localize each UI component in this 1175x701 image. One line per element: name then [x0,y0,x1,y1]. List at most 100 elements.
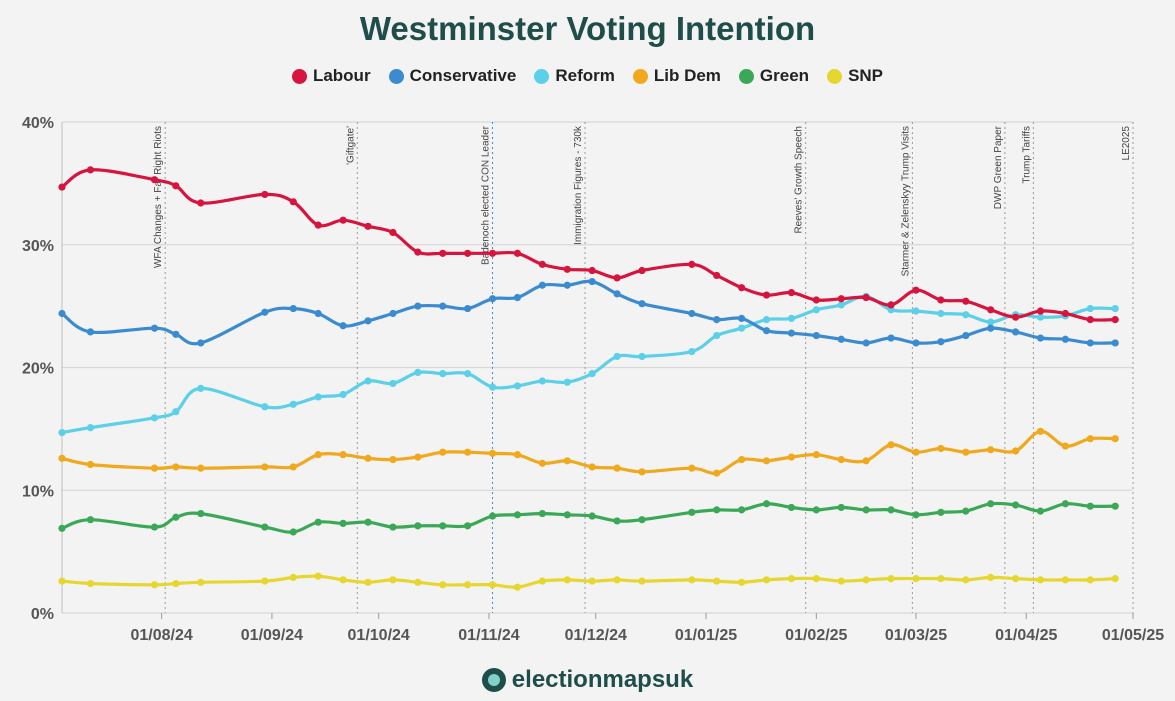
data-point-snp [1011,575,1020,583]
data-point-lib-dem [339,451,347,459]
legend-swatch-lib-dem [632,68,648,84]
y-tick-label: 20% [22,361,54,378]
data-point-snp [197,578,205,586]
data-point-reform [962,311,970,319]
data-point-green [987,500,995,508]
data-point-conservative [613,290,621,298]
data-point-snp [58,577,66,585]
data-point-reform [464,370,472,378]
data-point-green [289,528,297,536]
data-point-snp [787,575,796,583]
data-point-labour [464,249,472,257]
data-point-green [887,506,895,514]
data-point-labour [1061,309,1069,318]
data-point-labour [937,296,945,304]
data-point-green [638,516,646,524]
data-point-labour [713,271,721,280]
data-point-conservative [439,302,447,310]
data-point-labour [172,182,180,190]
data-point-reform [364,377,372,385]
data-point-green [172,513,180,521]
x-tick-label: 01/12/24 [565,627,627,644]
data-point-labour [987,306,995,314]
x-tick-label: 01/08/24 [130,627,192,644]
data-point-green [1011,501,1020,509]
data-point-snp [688,576,696,584]
legend-item-green: Green [738,66,810,86]
data-point-reform [762,316,771,324]
data-point-reform [688,347,696,356]
data-point-green [364,518,372,526]
data-point-green [688,508,696,516]
data-point-labour [488,249,497,257]
data-point-reform [912,307,920,315]
data-point-labour [339,216,347,224]
data-point-lib-dem [812,451,820,459]
data-point-green [58,524,66,532]
data-point-conservative [389,309,397,318]
data-point-green [538,509,546,518]
data-point-conservative [713,316,721,324]
event-label: Badenoch elected CON Leader [481,125,492,265]
data-point-green [912,511,920,519]
data-point-lib-dem [1061,442,1069,450]
data-point-snp [987,573,995,582]
data-point-snp [314,572,322,580]
data-point-green [86,516,95,524]
data-point-snp [563,576,571,584]
legend-item-conservative: Conservative [388,66,516,86]
data-point-snp [613,576,621,584]
x-tick-label: 01/03/25 [885,627,947,644]
data-point-green [937,508,945,516]
y-tick-label: 0% [31,606,54,623]
data-point-conservative [812,331,820,340]
data-point-lib-dem [937,444,945,453]
data-point-reform [414,368,422,377]
data-point-conservative [837,335,845,343]
data-point-conservative [172,330,180,338]
legend: Labour Conservative Reform Lib Dem Green… [0,66,1175,86]
data-point-reform [513,382,522,390]
legend-label-green: Green [759,66,810,85]
data-point-reform [987,318,995,326]
data-point-lib-dem [787,453,796,461]
data-point-reform [837,301,845,309]
event-label: WFA Changes + Far Right Riots [153,126,164,268]
data-point-conservative [862,339,870,347]
data-point-green [314,518,322,526]
data-point-conservative [887,334,895,342]
data-point-snp [962,576,970,584]
data-point-reform [1111,304,1119,313]
data-point-green [150,523,159,531]
data-point-reform [812,306,820,314]
data-point-conservative [987,324,995,332]
data-point-labour [439,249,447,257]
data-point-labour [150,176,159,184]
data-point-reform [713,331,721,340]
logo-text: electionmapsuk [511,666,694,693]
data-point-conservative [787,329,796,337]
data-point-reform [1036,313,1045,321]
series-line-snp [60,574,1117,589]
data-point-snp [488,581,497,589]
data-point-labour [289,198,297,206]
data-point-lib-dem [738,455,746,464]
legend-item-reform: Reform [534,66,615,86]
legend-label-lib-dem: Lib Dem [653,66,721,85]
data-point-labour [538,260,546,268]
data-point-reform [314,393,322,401]
data-point-conservative [488,295,497,303]
data-point-green [464,522,472,530]
chart-title: Westminster Voting Intention [359,10,816,47]
data-point-snp [339,576,347,584]
data-point-labour [862,293,870,302]
event-label: Starmer & Zelenskyy Trump Visits [900,126,911,276]
event-label: Reeves' Growth Speech [794,126,805,234]
data-point-green [1061,500,1069,508]
data-point-reform [613,352,621,361]
data-point-labour [563,265,571,273]
data-point-conservative [414,302,422,310]
data-point-green [339,519,347,527]
data-point-snp [1036,576,1045,584]
